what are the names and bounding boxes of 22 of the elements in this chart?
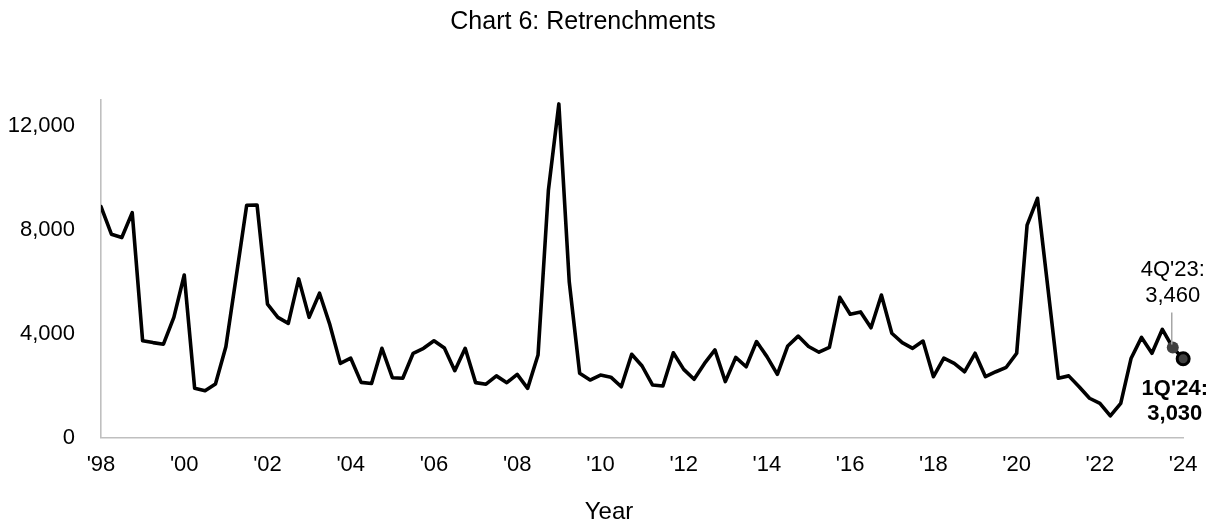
x-tick-label: '98 (86, 451, 116, 477)
x-tick-label: '04 (336, 451, 366, 477)
y-tick-label: 0 (62, 423, 75, 449)
annotation: 1Q'24: 3,030 (1141, 374, 1209, 426)
x-tick-label: '10 (586, 451, 615, 477)
x-tick-label: '18 (919, 451, 948, 477)
x-tick-label: '08 (502, 451, 532, 477)
x-tick-label: '14 (752, 451, 782, 477)
x-tick-label: '20 (1002, 451, 1032, 477)
y-tick-label: 12,000 (7, 111, 75, 137)
x-tick-label: '22 (1085, 451, 1115, 477)
x-axis-title: Year (584, 496, 634, 524)
x-tick-label: '06 (419, 451, 449, 477)
x-tick-label: '12 (669, 451, 699, 477)
y-tick-label: 8,000 (19, 215, 75, 241)
y-tick-label: 4,000 (19, 319, 75, 345)
x-tick-label: '24 (1168, 451, 1198, 477)
x-tick-label: '16 (835, 451, 865, 477)
x-tick-label: '00 (169, 451, 199, 477)
annotation: 4Q'23: 3,460 (1140, 256, 1205, 307)
x-tick-label: '02 (253, 451, 282, 477)
chart-title: Chart 6: Retrenchments (450, 5, 716, 34)
